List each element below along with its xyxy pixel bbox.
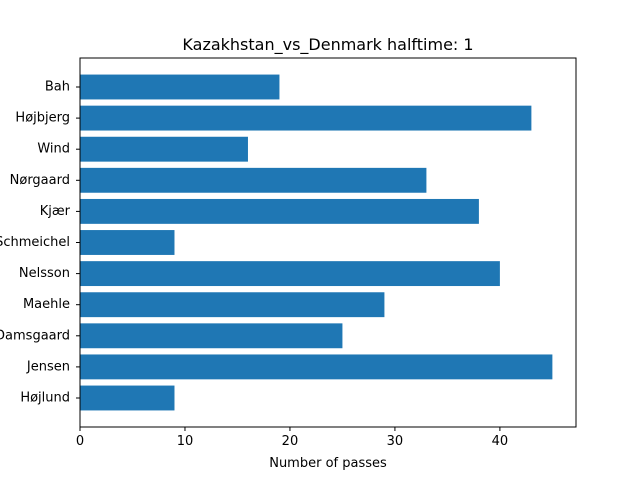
bar [80,136,248,162]
bar [80,198,479,224]
bars-group [80,74,553,411]
y-tick-label: Maehle [23,297,70,312]
bar [80,323,343,349]
y-tick-label: Wind [37,142,70,157]
bar [80,74,280,100]
x-tick-label: 40 [492,434,509,449]
y-tick-label: Damsgaard [0,328,70,343]
bar [80,230,175,255]
bar [80,385,175,411]
x-tick-label: 30 [387,434,404,449]
y-axis-ticks: Bah Højbjerg Wind Nørgaard Kjær Schmeichel Nel… [0,80,80,406]
y-tick-label: Nelsson [19,266,70,281]
y-tick-label: Schmeichel [0,235,70,250]
axes-frame [79,57,577,428]
y-tick-label: Bah [45,80,70,95]
y-tick-label: Nørgaard [10,173,70,188]
bar [80,354,553,380]
bar [80,292,385,318]
chart-title: Kazakhstan_vs_Denmark halftime: 1 [182,35,473,55]
bar [80,167,427,193]
x-axis-ticks: 0 10 20 30 40 [76,427,508,449]
y-tick-label: Højbjerg [15,111,70,126]
bar [80,105,532,131]
x-tick-label: 10 [177,434,194,449]
x-tick-label: 0 [76,434,84,449]
y-tick-label: Højlund [20,391,70,406]
y-tick-label: Jensen [26,359,70,374]
y-tick-label: Kjær [40,204,71,219]
bar [80,261,500,287]
x-axis-label: Number of passes [269,456,387,471]
x-tick-label: 20 [282,434,299,449]
